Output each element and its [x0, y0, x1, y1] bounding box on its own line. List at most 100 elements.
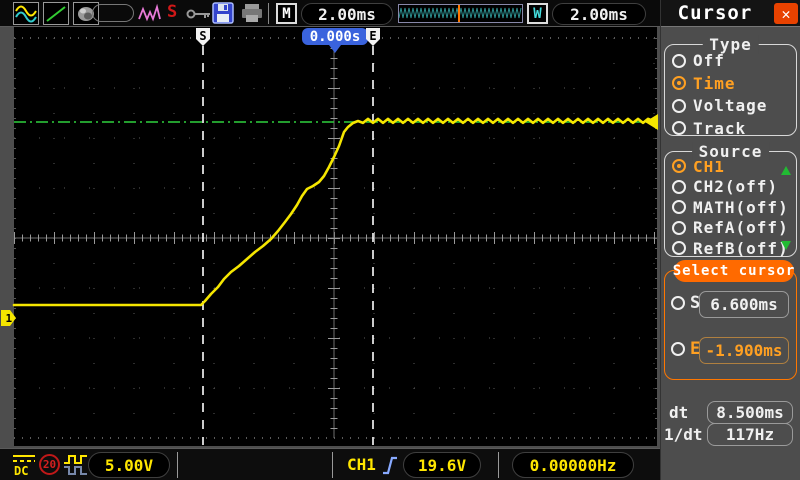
select-cursor-button[interactable]: Select cursor	[673, 260, 794, 282]
trigger-source-label: CH1	[347, 455, 376, 474]
indicator-placeholder	[92, 4, 134, 22]
start-cursor-marker	[196, 28, 210, 46]
dt-label: dt	[669, 403, 689, 422]
menu-title-bar: Cursor ✕	[661, 0, 800, 27]
type-option-off[interactable]: Off	[665, 50, 796, 71]
source-option-math[interactable]: MATH(off)	[665, 197, 796, 217]
scroll-up-icon[interactable]	[781, 166, 791, 175]
bottom-status-bar: DC 20 5.00V CH1 19.6V 0.00000Hz	[0, 448, 660, 480]
type-option-voltage[interactable]: Voltage	[665, 95, 796, 116]
start-cursor-marker-label: S	[199, 29, 206, 43]
single-trigger-indicator: S	[167, 2, 178, 22]
window-timebase-value: 2.00ms	[552, 3, 646, 25]
cursor-type-section: Type Off Time Voltage Track	[664, 35, 797, 139]
scope-screen: S 0.000s E 1	[0, 0, 660, 480]
channel-1-marker	[1, 310, 16, 326]
cursor-menu-panel: Cursor ✕ Type Off Time Voltage Track	[660, 0, 800, 480]
option-label: CH1	[693, 156, 725, 176]
option-label: CH2(off)	[693, 177, 779, 196]
scroll-down-icon[interactable]	[781, 241, 791, 250]
cursor-source-section: Source CH1 CH2(off) MATH(off) RefA(off) …	[664, 142, 797, 258]
main-timebase-badge: M	[276, 3, 297, 24]
source-option-ch1[interactable]: CH1	[665, 156, 796, 176]
cursor-e-row[interactable]: E -1.900ms	[665, 337, 796, 364]
cursor-s-row[interactable]: S 6.600ms	[665, 291, 796, 318]
end-cursor-marker-label: E	[369, 29, 376, 43]
radio-icon	[672, 241, 686, 255]
lock-key-icon	[186, 6, 212, 25]
waveform-display: S 0.000s E 1	[1, 27, 658, 446]
print-button[interactable]	[240, 3, 264, 27]
main-timebase-value: 2.00ms	[301, 3, 393, 25]
time-offset-value: 0.000s	[310, 29, 361, 45]
top-toolbar: S	[0, 0, 660, 27]
inverse-dt-value: 117Hz	[707, 423, 793, 446]
trigger-level-readout: 19.6V	[403, 452, 481, 478]
option-label: MATH(off)	[693, 197, 789, 217]
trigger-frequency-readout: 0.00000Hz	[512, 452, 634, 478]
inverse-dt-label: 1/dt	[664, 425, 703, 444]
radio-icon	[671, 296, 685, 310]
source-option-refa[interactable]: RefA(off)	[665, 218, 796, 238]
type-option-time[interactable]: Time	[665, 73, 796, 94]
display-button[interactable]	[73, 2, 99, 25]
close-button[interactable]: ✕	[774, 3, 798, 24]
radio-icon	[671, 342, 685, 356]
source-option-refb[interactable]: RefB(off)	[665, 238, 796, 258]
delta-readouts: dt 8.500ms 1/dt 117Hz	[661, 401, 800, 446]
cursor-e-label: E	[690, 339, 701, 359]
source-section-legend: Source	[691, 142, 770, 161]
time-offset-tag-pointer	[329, 45, 341, 53]
menu-title: Cursor	[677, 2, 753, 24]
source-option-ch2[interactable]: CH2(off)	[665, 177, 796, 197]
option-label: RefB(off)	[693, 238, 789, 258]
option-label: Time	[693, 73, 736, 93]
time-offset-tag	[302, 28, 368, 45]
printer-icon	[242, 4, 262, 22]
cursor-s-value: 6.600ms	[699, 291, 789, 318]
ramp-button[interactable]	[43, 2, 69, 25]
cursor-s-label: S	[690, 293, 701, 313]
radio-icon	[672, 159, 686, 173]
statusbar-divider	[498, 452, 499, 478]
radio-icon	[672, 220, 686, 235]
channels-button[interactable]	[13, 2, 39, 25]
preview-waveform-icon	[398, 5, 522, 22]
acquisition-preview	[398, 4, 523, 23]
toolbar-divider	[268, 3, 269, 24]
radio-icon	[672, 200, 686, 214]
ch1-trace	[12, 117, 654, 307]
bandwidth-limit-badge: 20	[39, 454, 60, 475]
option-label: RefA(off)	[693, 218, 789, 237]
dc-coupling-icon: DC	[11, 452, 37, 480]
inverse-dt-row: 1/dt 117Hz	[661, 423, 800, 446]
channel-waves-icon	[15, 5, 37, 22]
vertical-scale-readout: 5.00V	[88, 452, 170, 478]
display-icon	[78, 6, 94, 21]
save-floppy-icon	[212, 2, 234, 24]
select-cursor-section: Select cursor S 6.600ms E -1.900ms	[664, 260, 797, 380]
graticule	[14, 27, 657, 446]
window-timebase-badge: W	[527, 3, 548, 24]
probe-icon	[63, 454, 89, 480]
end-cursor-marker	[366, 28, 380, 46]
rising-edge-icon	[381, 453, 399, 480]
channel-1-marker-label: 1	[6, 312, 13, 325]
ramp-icon	[46, 5, 66, 22]
radio-icon	[672, 121, 686, 135]
type-section-legend: Type	[702, 35, 759, 54]
option-label: Track	[693, 118, 747, 138]
dt-row: dt 8.500ms	[661, 401, 800, 424]
option-label: Voltage	[693, 96, 768, 115]
type-option-track[interactable]: Track	[665, 118, 796, 139]
radio-icon	[672, 179, 686, 194]
radio-icon	[672, 53, 686, 68]
cursor-e-value: -1.900ms	[699, 337, 789, 364]
statusbar-divider	[332, 452, 333, 478]
dt-value: 8.500ms	[707, 401, 793, 424]
radio-icon	[672, 76, 686, 90]
save-button[interactable]	[212, 2, 234, 28]
option-label: Off	[693, 51, 725, 70]
trace-end-arrow	[645, 114, 658, 130]
